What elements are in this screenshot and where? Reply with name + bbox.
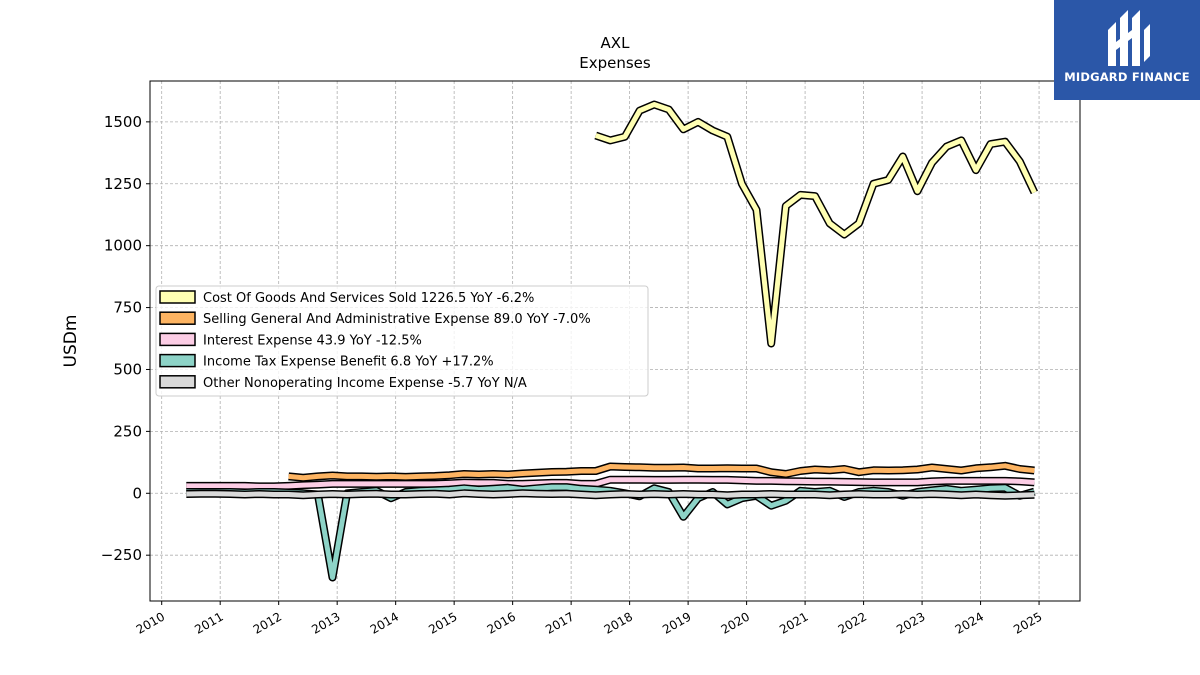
legend-entry-label: Income Tax Expense Benefit 6.8 YoY +17.2… — [203, 355, 494, 370]
legend-swatch — [159, 353, 196, 368]
legend-swatch — [159, 290, 196, 304]
interest-expense-line — [186, 477, 1035, 489]
x-tick-label: 2011 — [192, 609, 225, 636]
x-tick-label: 2025 — [1011, 609, 1044, 636]
series-lines — [186, 100, 1039, 582]
legend-entry-label: Interest Expense 43.9 YoY -12.5% — [203, 333, 422, 348]
x-tick-label: 2019 — [660, 609, 693, 636]
legend: Cost Of Goods And Services Sold 1226.5 Y… — [155, 285, 649, 397]
income-tax-expense-benefit-line — [186, 484, 1036, 580]
cost-of-goods-and-services-sold-line — [594, 102, 1037, 346]
x-tick-label: 2013 — [309, 609, 342, 636]
y-tick-label: 750 — [113, 299, 142, 317]
x-tick-label: 2022 — [836, 609, 869, 636]
y-tick-label: 0 — [132, 484, 142, 502]
x-tick-label: 2021 — [777, 609, 810, 636]
y-tick-label: 1500 — [104, 113, 142, 131]
x-tick-label: 2023 — [894, 609, 927, 636]
x-tick-label: 2016 — [485, 609, 518, 636]
x-axis-ticks: 2010 2011 2012 2013 2014 2015 2016 2017 2018 2019… — [134, 601, 1045, 637]
legend-swatch — [159, 375, 196, 389]
x-tick-label: 2017 — [543, 609, 576, 636]
plot-frame — [149, 80, 1081, 602]
selling-general-and-administrative-expense-line — [288, 463, 1035, 481]
x-tick-label: 2012 — [251, 609, 284, 636]
x-tick-label: 2015 — [426, 609, 459, 636]
legend-swatch — [159, 332, 196, 347]
midgard-finance-logo: MIDGARD FINANCE — [1054, 0, 1200, 100]
x-tick-label: 2020 — [719, 609, 752, 636]
legend-entry-label: Other Nonoperating Income Expense -5.7 Y… — [203, 376, 527, 391]
x-tick-label: 2018 — [602, 609, 635, 636]
y-axis-ticks: −250 0 250 500 750 1000 1250 1500 — [101, 113, 150, 564]
logo-text: MIDGARD FINANCE — [1064, 70, 1190, 84]
y-tick-label: 1000 — [104, 237, 142, 255]
y-tick-label: −250 — [101, 546, 142, 564]
y-tick-label: 1250 — [104, 175, 142, 193]
legend-entry-label: Selling General And Administrative Expen… — [203, 312, 591, 327]
legend-swatch — [159, 311, 196, 325]
y-tick-label: 250 — [113, 422, 142, 440]
x-tick-label: 2010 — [134, 609, 167, 636]
other-nonoperating-income-expense-line — [186, 490, 1035, 499]
y-axis-label: USDm — [61, 315, 81, 368]
income-tax-expense-benefit-outline — [186, 483, 1036, 582]
x-tick-label: 2014 — [368, 609, 401, 636]
x-tick-label: 2024 — [953, 609, 986, 636]
logo-mark-icon — [1108, 10, 1150, 66]
legend-entry-label: Cost Of Goods And Services Sold 1226.5 Y… — [203, 291, 534, 306]
chart-subtitle: Expenses — [579, 54, 651, 72]
legend-box — [155, 285, 649, 397]
y-tick-label: 500 — [113, 360, 142, 378]
chart-title: AXL — [601, 34, 631, 52]
